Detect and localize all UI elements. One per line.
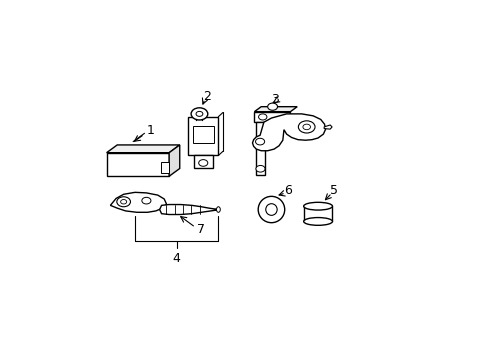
- Circle shape: [255, 138, 264, 145]
- Circle shape: [117, 197, 130, 207]
- Circle shape: [267, 103, 277, 110]
- Circle shape: [198, 159, 207, 166]
- Bar: [192, 126, 213, 143]
- Ellipse shape: [303, 202, 332, 210]
- Text: 6: 6: [283, 184, 291, 197]
- Bar: [106, 153, 169, 176]
- Bar: [254, 112, 290, 122]
- Circle shape: [258, 114, 266, 120]
- Bar: [256, 122, 264, 175]
- Text: 7: 7: [197, 223, 205, 236]
- Polygon shape: [106, 145, 180, 153]
- Polygon shape: [324, 125, 331, 129]
- Polygon shape: [159, 204, 218, 215]
- Polygon shape: [110, 192, 166, 212]
- Bar: [193, 155, 212, 168]
- Circle shape: [302, 124, 310, 130]
- Circle shape: [255, 166, 264, 172]
- Ellipse shape: [258, 196, 284, 223]
- Circle shape: [121, 199, 126, 204]
- Text: 5: 5: [329, 184, 337, 197]
- Ellipse shape: [216, 207, 220, 212]
- Bar: [188, 117, 218, 156]
- Circle shape: [196, 111, 203, 116]
- Text: 3: 3: [271, 93, 279, 106]
- Ellipse shape: [303, 217, 332, 225]
- Circle shape: [142, 197, 151, 204]
- Polygon shape: [169, 145, 180, 176]
- Ellipse shape: [265, 204, 277, 215]
- Text: 2: 2: [203, 90, 210, 103]
- Circle shape: [298, 121, 314, 133]
- Bar: [161, 162, 169, 173]
- Text: 4: 4: [172, 252, 180, 265]
- Text: 1: 1: [146, 124, 154, 137]
- Polygon shape: [252, 114, 325, 151]
- Circle shape: [191, 108, 207, 120]
- Polygon shape: [254, 107, 297, 112]
